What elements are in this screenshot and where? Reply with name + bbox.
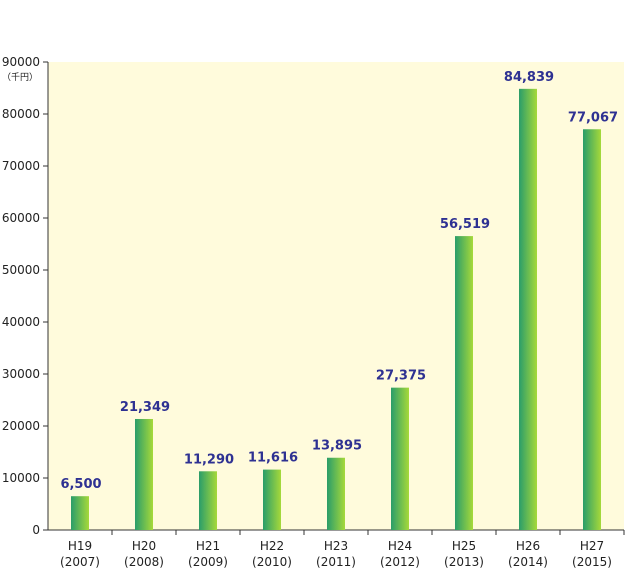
bar-value-label: 56,519 (440, 217, 490, 232)
y-tick-label: 50000 (2, 263, 40, 277)
bar-value-label: 13,895 (312, 439, 362, 454)
bar (263, 469, 281, 530)
bar-value-label: 11,290 (184, 452, 234, 467)
bar (135, 418, 153, 530)
bar (71, 496, 89, 530)
bar (391, 387, 409, 530)
bar-value-label: 77,067 (568, 110, 618, 125)
x-category-year-label: (2008) (124, 555, 164, 569)
y-tick-label: 10000 (2, 471, 40, 485)
x-category-year-label: (2014) (508, 555, 548, 569)
bar (519, 88, 537, 531)
bar (199, 471, 217, 530)
bar-value-label: 27,375 (376, 369, 426, 384)
x-category-year-label: (2009) (188, 555, 228, 569)
x-category-year-label: (2013) (444, 555, 484, 569)
bar (583, 129, 601, 531)
y-tick-label: 20000 (2, 419, 40, 433)
y-axis-unit-label: （千円） (2, 72, 38, 83)
bar (455, 236, 473, 530)
y-tick-label: 80000 (2, 107, 40, 121)
bar-value-label: 84,839 (504, 70, 554, 85)
y-tick-label: 60000 (2, 211, 40, 225)
x-category-era-label: H23 (324, 539, 348, 553)
x-category-era-label: H25 (452, 539, 476, 553)
x-category-era-label: H19 (68, 539, 92, 553)
bar-value-label: 21,349 (120, 400, 170, 415)
y-tick-label: 30000 (2, 367, 40, 381)
x-category-era-label: H26 (516, 539, 540, 553)
x-category-era-label: H20 (132, 539, 156, 553)
x-category-era-label: H27 (580, 539, 604, 553)
y-tick-label: 40000 (2, 315, 40, 329)
bar-series (71, 88, 601, 531)
bar-value-label: 6,500 (60, 477, 101, 492)
x-category-year-label: (2012) (380, 555, 420, 569)
bar (327, 457, 345, 530)
y-tick-label: 0 (32, 523, 40, 537)
x-category-year-label: (2011) (316, 555, 356, 569)
x-category-era-label: H21 (196, 539, 220, 553)
x-category-year-label: (2015) (572, 555, 612, 569)
x-category-year-label: (2010) (252, 555, 292, 569)
y-tick-label: 70000 (2, 159, 40, 173)
x-category-era-label: H22 (260, 539, 284, 553)
bar-value-label: 11,616 (248, 451, 298, 466)
y-tick-label: 90000 (2, 55, 40, 69)
x-axis-categories: H19 (2007) H20 (2008) H21 (2009) H22 (2010) H23 (… (60, 530, 625, 569)
x-category-era-label: H24 (388, 539, 412, 553)
x-category-year-label: (2007) (60, 555, 100, 569)
y-axis-ticks: 0 10000 20000 30000 40000 50000 60000 70000 8000… (2, 55, 48, 537)
value-labels: 6,500 21,349 11,290 11,616 13,895 27,375 56,51… (60, 70, 618, 492)
